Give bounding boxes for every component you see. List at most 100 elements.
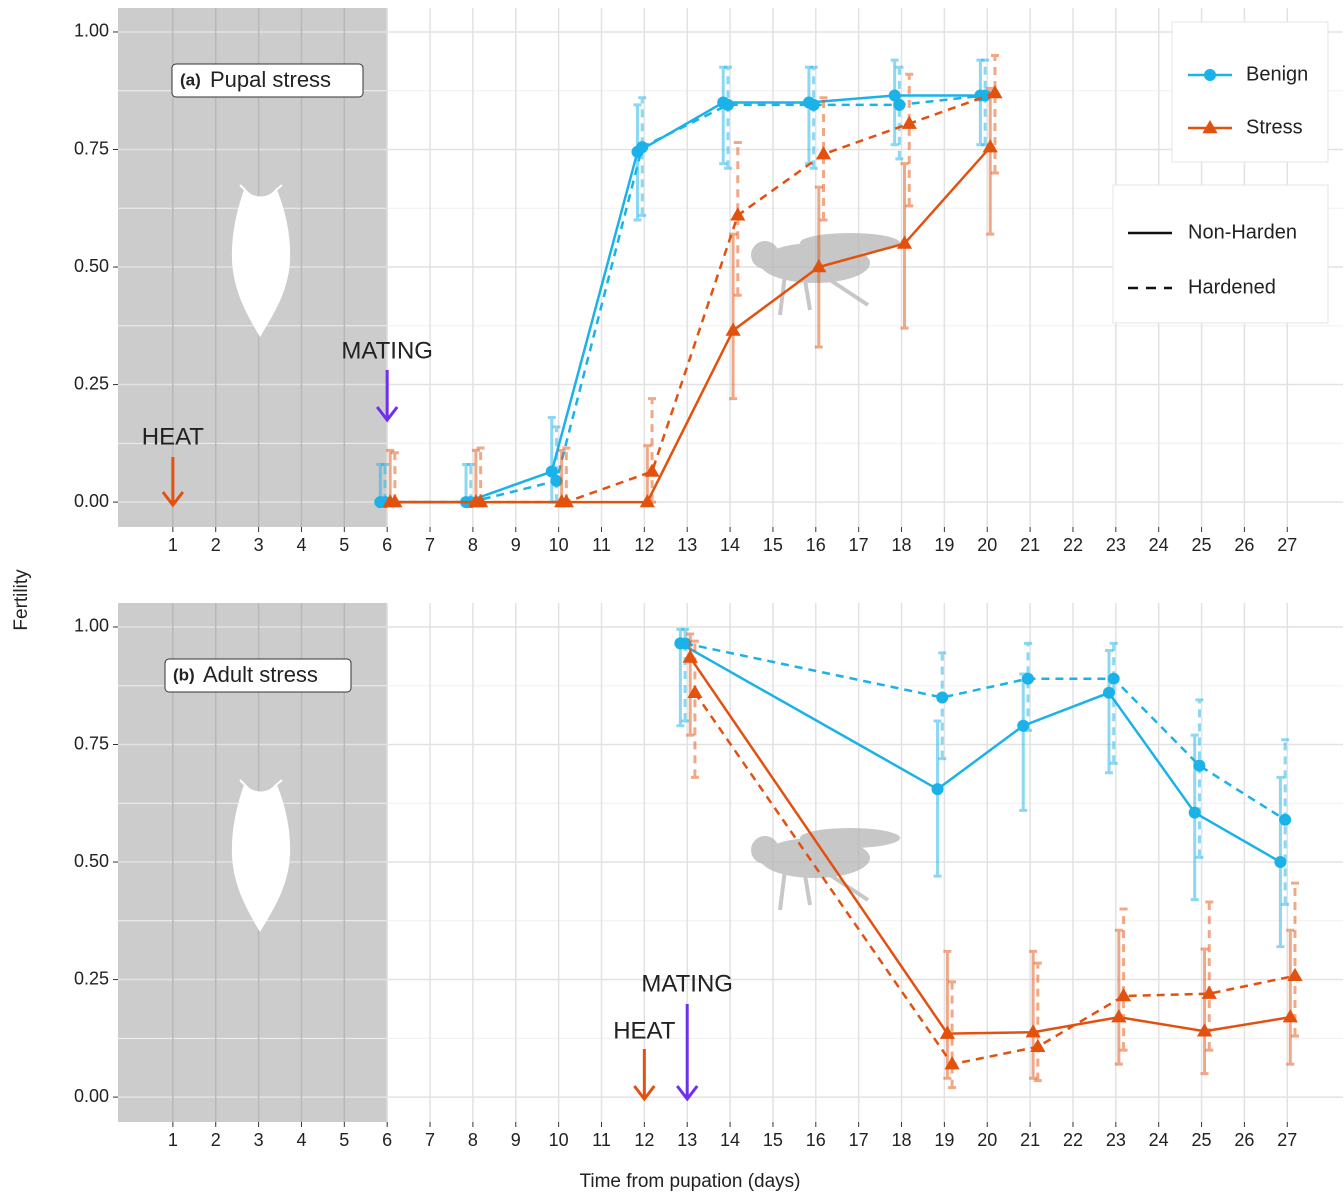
error-bar bbox=[1281, 738, 1290, 906]
y-tick-label: 0.50 bbox=[74, 256, 109, 276]
x-tick-label: 18 bbox=[892, 1130, 912, 1150]
error-bar bbox=[809, 65, 818, 170]
error-bar bbox=[723, 65, 732, 170]
x-tick-label: 20 bbox=[977, 1130, 997, 1150]
y-tick-label: 0.75 bbox=[74, 733, 109, 753]
x-tick-label: 18 bbox=[892, 535, 912, 555]
error-bar bbox=[1119, 907, 1128, 1052]
fly-body bbox=[760, 838, 870, 878]
marker bbox=[639, 494, 655, 508]
x-tick-label: 17 bbox=[849, 1130, 869, 1150]
x-axis-label: Time from pupation (days) bbox=[579, 1171, 800, 1192]
marker bbox=[931, 783, 944, 796]
x-tick-label: 11 bbox=[592, 535, 611, 555]
x-tick-label: 23 bbox=[1106, 1130, 1126, 1150]
marker bbox=[730, 207, 746, 221]
x-tick-label: 11 bbox=[592, 1130, 611, 1150]
error-bar bbox=[729, 232, 738, 401]
fly-head bbox=[751, 241, 779, 269]
panel-label: (a) bbox=[180, 70, 201, 89]
marker bbox=[811, 259, 827, 273]
x-tick-label: 1 bbox=[168, 535, 178, 555]
x-tick-label: 12 bbox=[634, 535, 654, 555]
x-tick-label: 8 bbox=[468, 1130, 478, 1150]
x-tick-label: 20 bbox=[977, 535, 997, 555]
x-tick-label: 12 bbox=[634, 1130, 654, 1150]
error-bar bbox=[986, 86, 995, 236]
error-bar bbox=[1200, 947, 1209, 1076]
annotation-arrow bbox=[375, 370, 399, 423]
error-bar bbox=[1104, 648, 1113, 775]
marker bbox=[807, 98, 820, 111]
marker bbox=[1279, 813, 1292, 826]
error-bar bbox=[633, 103, 642, 222]
annotation-text: HEAT bbox=[142, 423, 205, 450]
x-tick-label: 25 bbox=[1192, 1130, 1212, 1150]
panel-title: Pupal stress bbox=[210, 67, 331, 92]
annotation-arrow bbox=[633, 1049, 656, 1102]
x-tick-label: 16 bbox=[806, 535, 826, 555]
x-tick-label: 13 bbox=[677, 1130, 697, 1150]
marker bbox=[1017, 719, 1030, 732]
marker bbox=[687, 684, 703, 698]
error-bar bbox=[1029, 949, 1038, 1080]
error-bar bbox=[990, 53, 999, 175]
x-tick-label: 13 bbox=[677, 535, 697, 555]
pupa-silhouette bbox=[231, 779, 291, 932]
series-line bbox=[684, 642, 1286, 821]
legend-box bbox=[1112, 184, 1329, 324]
x-tick-label: 25 bbox=[1192, 535, 1212, 555]
legend-label: Non-Harden bbox=[1188, 221, 1297, 243]
error-bar bbox=[1195, 698, 1204, 859]
legend-marker bbox=[1202, 120, 1218, 134]
x-tick-label: 10 bbox=[549, 535, 569, 555]
series-line bbox=[390, 146, 992, 504]
x-tick-label: 9 bbox=[511, 1130, 521, 1150]
fly-body bbox=[760, 243, 870, 283]
panel-label-box bbox=[171, 63, 364, 98]
x-tick-label: 1 bbox=[168, 1130, 178, 1150]
error-bar bbox=[1109, 641, 1118, 765]
x-tick-label: 17 bbox=[849, 535, 869, 555]
fly-head bbox=[751, 836, 779, 864]
panel-label: (b) bbox=[173, 665, 195, 684]
marker bbox=[1201, 985, 1217, 999]
marker bbox=[644, 463, 660, 477]
error-bar bbox=[948, 980, 957, 1090]
x-tick-label: 19 bbox=[934, 535, 954, 555]
marker bbox=[815, 146, 832, 160]
marker bbox=[558, 494, 574, 508]
marker bbox=[1102, 686, 1115, 699]
fly-legs bbox=[778, 869, 870, 911]
x-tick-label: 5 bbox=[339, 535, 349, 555]
annotation-text: MATING bbox=[341, 337, 433, 364]
x-tick-label: 19 bbox=[934, 1130, 954, 1150]
marker bbox=[979, 89, 992, 102]
x-tick-label: 7 bbox=[425, 535, 435, 555]
error-bar bbox=[1033, 961, 1042, 1083]
marker bbox=[1188, 806, 1201, 819]
marker bbox=[896, 235, 913, 249]
x-tick-label: 6 bbox=[382, 535, 392, 555]
annotation-text: HEAT bbox=[613, 1017, 676, 1044]
x-tick-label: 15 bbox=[763, 1130, 783, 1150]
x-tick-label: 5 bbox=[339, 1130, 349, 1150]
y-tick-label: 0.00 bbox=[74, 491, 109, 511]
error-bar bbox=[938, 651, 947, 761]
series-line bbox=[693, 692, 1296, 1066]
x-tick-label: 8 bbox=[468, 535, 478, 555]
marker bbox=[1021, 672, 1034, 685]
x-tick-label: 21 bbox=[1020, 1130, 1040, 1150]
x-tick-label: 3 bbox=[254, 535, 264, 555]
y-tick-label: 0.75 bbox=[74, 138, 109, 158]
y-axis-label: Fertility bbox=[11, 569, 32, 631]
y-tick-label: 1.00 bbox=[74, 616, 109, 636]
marker bbox=[1115, 988, 1132, 1002]
marker bbox=[725, 322, 741, 336]
marker bbox=[1193, 759, 1206, 772]
x-tick-label: 4 bbox=[296, 535, 306, 555]
series-line bbox=[679, 642, 1282, 864]
x-tick-label: 22 bbox=[1063, 535, 1083, 555]
panel-label-box bbox=[164, 658, 352, 693]
error-bar bbox=[943, 949, 952, 1080]
